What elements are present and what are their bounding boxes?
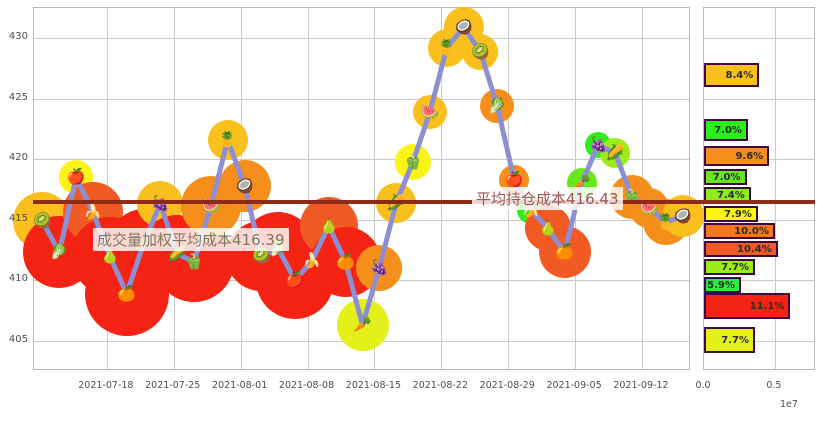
- price-point-marker: 🥝: [252, 246, 271, 265]
- price-point-marker: 🫑: [403, 152, 423, 171]
- price-point-marker: 🍊: [336, 252, 355, 271]
- x-axis-tick-label: 2021-09-05: [546, 380, 602, 391]
- volume-profile-bar-label: 11.1%: [749, 300, 785, 312]
- price-point-marker: 🍌: [302, 251, 322, 270]
- gridline-vertical: [774, 8, 776, 369]
- price-point-marker: 🍎: [285, 270, 305, 289]
- y-axis-tick-label: 415: [8, 212, 28, 224]
- x-axis-tick-label: 2021-08-08: [278, 380, 335, 391]
- y-axis-tick-label: 425: [8, 91, 28, 103]
- price-point-marker: 🍇: [370, 258, 389, 277]
- gridline-vertical: [374, 8, 376, 369]
- price-point-marker: 🌽: [605, 143, 625, 162]
- y-axis-tick-label: 410: [8, 273, 28, 285]
- gridline-horizontal: [704, 38, 814, 40]
- volume-profile-bar: 8.4%: [704, 63, 760, 87]
- volume-profile-bar-label: 7.7%: [721, 334, 750, 346]
- price-point-marker: 🍊: [117, 284, 136, 303]
- gridline-horizontal: [34, 98, 689, 100]
- volume-x-axis-tick-label: 0.5: [766, 380, 782, 391]
- gridline-horizontal: [704, 98, 814, 100]
- gridline-horizontal: [704, 219, 814, 221]
- price-point-marker: 🫑: [184, 252, 204, 271]
- volume-axis-exponent: 1e7: [780, 399, 798, 410]
- volume-profile-bar-label: 7.0%: [712, 171, 741, 183]
- x-axis-tick-label: 2021-08-29: [479, 380, 535, 391]
- price-point-marker: 🥬: [487, 96, 507, 115]
- price-point-marker: 🍎: [504, 170, 524, 189]
- volume-profile-bar-label: 7.7%: [721, 261, 750, 273]
- price-point-marker: 🥥: [454, 17, 473, 36]
- price-point-marker: 🍍: [437, 38, 457, 57]
- price-point-marker: 🥥: [235, 176, 254, 195]
- volume-profile-bar: 10.0%: [704, 223, 775, 239]
- x-axis-tick-label: 2021-07-25: [145, 380, 201, 391]
- volume-profile-bar: 7.9%: [704, 206, 758, 222]
- price-point-marker: 🍐: [100, 246, 120, 265]
- price-point-marker: 🍌: [83, 202, 103, 221]
- average-holding-cost-annotation: 平均持仓成本416.43: [472, 187, 623, 210]
- price-point-marker: 🍉: [420, 102, 440, 121]
- gridline-horizontal: [34, 38, 689, 40]
- price-point-marker: 🍇: [589, 135, 608, 154]
- price-point-marker: 🥝: [33, 211, 52, 230]
- volume-profile-bar-label: 10.0%: [734, 225, 769, 237]
- volume-profile-bar-label: 9.6%: [735, 150, 764, 162]
- x-axis-tick-label: 2021-08-15: [345, 380, 402, 391]
- volume-x-axis-tick-label: 0.0: [695, 380, 711, 391]
- price-point-marker: 🍐: [538, 218, 558, 237]
- y-axis-tick-label: 405: [8, 333, 28, 345]
- y-axis-tick-label: 430: [8, 31, 28, 43]
- gridline-horizontal: [34, 159, 689, 161]
- volume-profile-bar: 7.7%: [704, 327, 756, 353]
- gridline-horizontal: [704, 280, 814, 282]
- price-point-marker: 🍎: [66, 167, 86, 186]
- average-cost-hline: [33, 199, 815, 204]
- volume-profile-bar: 7.7%: [704, 259, 756, 275]
- gridline-horizontal: [704, 340, 814, 342]
- price-point-marker: 🥥: [673, 206, 692, 225]
- price-point-marker: 🥕: [353, 315, 372, 334]
- gridline-vertical: [441, 8, 443, 369]
- price-point-marker: 🥕: [572, 173, 591, 192]
- volume-profile-plot-area: 8.4% 7.0% 9.6% 7.0% 7.4% 7.9% 10.0% 10.4% 7.7% 5.…: [703, 7, 815, 370]
- price-point-marker: 🍍: [656, 212, 676, 231]
- y-axis-tick-label: 420: [8, 152, 28, 164]
- volume-profile-bar-label: 5.9%: [707, 279, 735, 291]
- volume-profile-bar-label: 7.0%: [714, 124, 742, 136]
- x-axis-tick-label: 2021-08-22: [412, 380, 468, 391]
- volume-profile-bar: 10.4%: [704, 241, 778, 257]
- volume-profile-bar: 9.6%: [704, 146, 770, 166]
- volume-profile-bar: 7.0%: [704, 169, 747, 185]
- x-axis-tick-label: 2021-09-12: [613, 380, 669, 391]
- price-point-marker: 🥝: [471, 42, 490, 61]
- price-point-marker: 🍊: [555, 242, 574, 261]
- vwap-cost-annotation: 成交量加权平均成本416.39: [93, 228, 289, 251]
- gridline-horizontal: [34, 219, 689, 221]
- volume-profile-bar-label: 10.4%: [737, 243, 772, 255]
- volume-profile-bar: 7.0%: [704, 119, 748, 141]
- price-point-marker: 🥬: [49, 242, 69, 261]
- volume-profile-bar-label: 7.9%: [724, 208, 752, 220]
- price-point-marker: 🍍: [218, 130, 238, 149]
- volume-profile-bar-label: 8.4%: [725, 69, 754, 81]
- price-point-marker: 🍐: [319, 216, 339, 235]
- gridline-vertical: [307, 8, 309, 369]
- price-point-marker: 🍇: [151, 196, 170, 212]
- volume-profile-bar-label: 7.4%: [717, 189, 745, 201]
- volume-profile-bar: 5.9%: [704, 277, 741, 293]
- volume-profile-bar: 11.1%: [704, 293, 791, 319]
- x-axis-tick-label: 2021-08-01: [212, 380, 268, 391]
- x-axis-tick-label: 2021-07-18: [78, 380, 134, 391]
